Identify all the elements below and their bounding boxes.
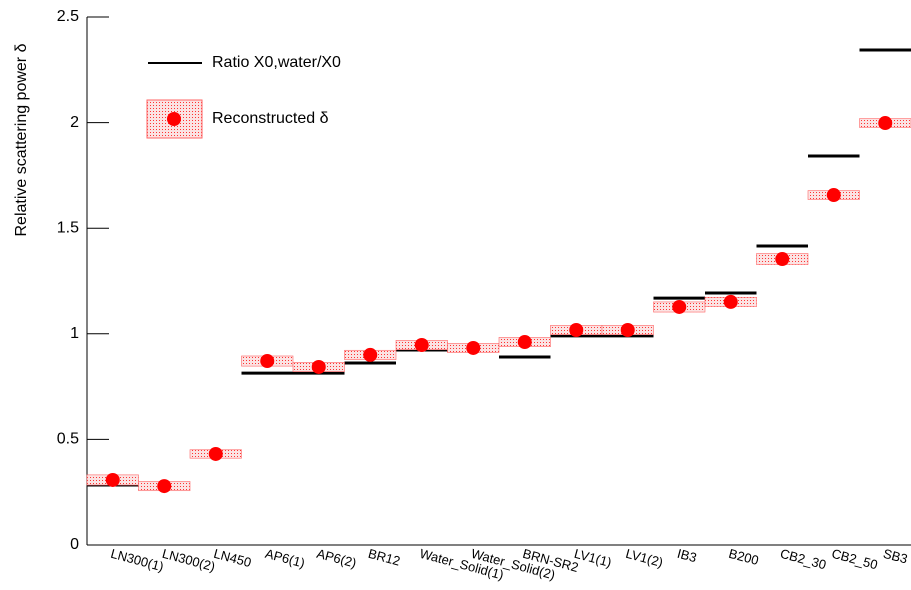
y-tick-label: 2.5 [57, 8, 79, 25]
x-tick-label: IB3 [676, 546, 699, 566]
marker [414, 337, 429, 352]
marker [569, 322, 584, 337]
legend-label: Ratio X0,water/X0 [212, 54, 341, 71]
y-tick-label: 0.5 [57, 431, 79, 448]
x-tick-label: LN300(1) [109, 546, 165, 575]
marker [672, 299, 687, 314]
marker [620, 322, 635, 337]
marker [826, 188, 841, 203]
marker [466, 340, 481, 355]
marker [105, 472, 120, 487]
x-tick-label: CB2_50 [830, 546, 879, 573]
marker [878, 116, 893, 131]
x-tick-label: B200 [727, 546, 760, 568]
y-tick-label: 1 [70, 325, 79, 342]
marker [517, 335, 532, 350]
marker [157, 479, 172, 494]
marker [260, 354, 275, 369]
x-tick-label: CB2_30 [779, 546, 828, 573]
marker [311, 359, 326, 374]
y-axis-label: Relative scattering power δ [13, 43, 30, 236]
x-tick-label: BR12 [367, 546, 402, 569]
x-tick-label: LN450 [212, 546, 253, 570]
marker [723, 294, 738, 309]
marker [363, 347, 378, 362]
x-tick-label: LN300(2) [161, 546, 217, 575]
legend-label: Reconstructed δ [212, 110, 329, 127]
marker [208, 446, 223, 461]
x-tick-label: AP6(1) [264, 546, 307, 571]
marker [775, 252, 790, 267]
y-tick-label: 1.5 [57, 219, 79, 236]
y-tick-label: 0 [70, 536, 79, 553]
x-tick-label: SB3 [882, 546, 910, 567]
legend-marker [167, 112, 181, 126]
x-tick-label: LV1(1) [573, 546, 614, 570]
y-tick-label: 2 [70, 114, 79, 131]
x-tick-label: LV1(2) [624, 546, 665, 570]
x-tick-label: AP6(2) [315, 546, 358, 571]
